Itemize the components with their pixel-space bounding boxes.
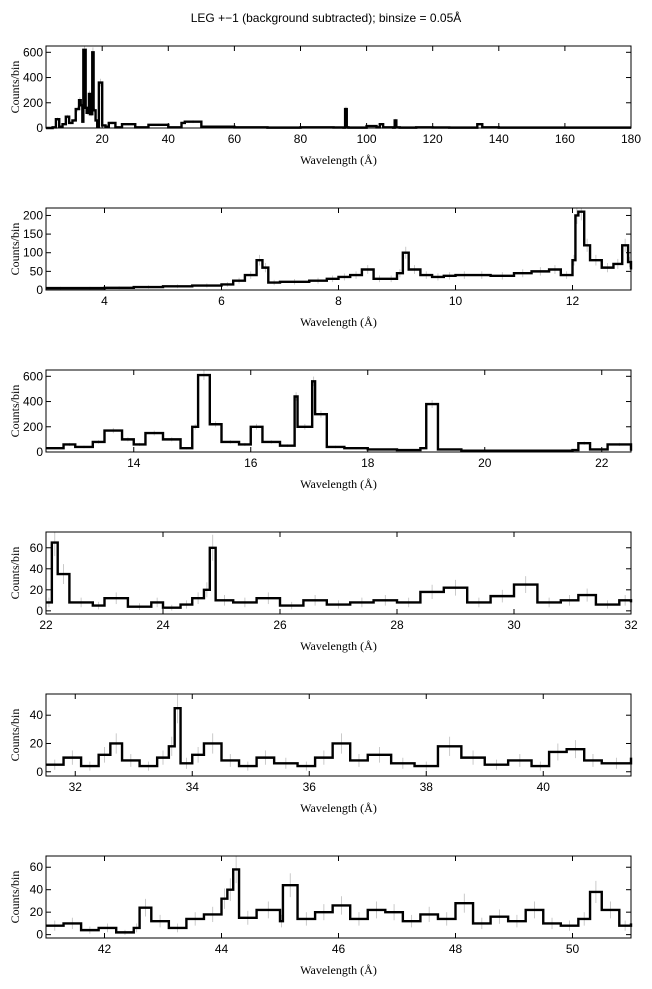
- x-tick-label: 80: [294, 132, 308, 146]
- x-tick-label: 12: [566, 294, 580, 308]
- x-tick-label: 28: [390, 618, 404, 632]
- y-tick-label: 0: [36, 928, 43, 942]
- panel-6: 42 44 46 48 50 0 20 40 60 Wavelength (Å) Counts/bi…: [8, 855, 633, 977]
- y-tick-label: 20: [30, 583, 44, 597]
- y-tick-label: 0: [36, 765, 43, 779]
- panel-2: 4 6 8 10 12 0 50 100 150 200 Wavelength (Å) Counts/…: [8, 207, 633, 329]
- y-tick-label: 40: [30, 708, 44, 722]
- y-tick-label: 100: [23, 246, 43, 260]
- y-tick-label: 200: [23, 420, 43, 434]
- y-axis-label: Counts/bin: [8, 871, 22, 924]
- plot-frame: [45, 45, 632, 129]
- spectrum-line: [46, 210, 633, 290]
- spectrum-line: [46, 868, 633, 934]
- y-tick-label: 50: [30, 264, 44, 278]
- x-tick-label: 38: [420, 780, 434, 794]
- x-tick-label: 44: [215, 942, 229, 956]
- y-axis-label: Counts/bin: [8, 61, 22, 114]
- spectrum-line: [46, 373, 633, 452]
- plot-frame: [45, 693, 632, 777]
- x-tick-label: 100: [357, 132, 377, 146]
- x-tick-label: 20: [478, 456, 492, 470]
- x-tick-label: 140: [489, 132, 509, 146]
- x-tick-label: 30: [507, 618, 521, 632]
- panel-4: 22 24 26 28 30 32 0 20 40 60 Wavelength (Å) Counts/…: [8, 531, 638, 653]
- x-tick-label: 10: [449, 294, 463, 308]
- y-tick-label: 400: [23, 71, 43, 85]
- y-tick-label: 0: [36, 121, 43, 135]
- x-tick-label: 18: [361, 456, 375, 470]
- plot-frame: [45, 855, 632, 939]
- x-tick-label: 4: [101, 294, 108, 308]
- y-tick-label: 400: [23, 395, 43, 409]
- y-tick-label: 150: [23, 227, 43, 241]
- x-tick-label: 32: [624, 618, 638, 632]
- y-axis-label: Counts/bin: [8, 385, 22, 438]
- panel-1: 20 40 60 80 100 120 140 160 180 0 200 400 600 Wavelen…: [8, 45, 641, 167]
- x-axis-label: Wavelength (Å): [300, 477, 377, 491]
- x-tick-label: 50: [566, 942, 580, 956]
- x-tick-label: 20: [96, 132, 110, 146]
- spectrum-line: [46, 48, 631, 130]
- y-tick-label: 20: [30, 905, 44, 919]
- x-tick-label: 8: [335, 294, 342, 308]
- x-axis-label: Wavelength (Å): [300, 639, 377, 653]
- y-tick-label: 600: [23, 369, 43, 383]
- x-tick-label: 14: [127, 456, 141, 470]
- x-tick-label: 22: [595, 456, 609, 470]
- x-tick-label: 48: [449, 942, 463, 956]
- spectrum-line: [46, 706, 633, 768]
- x-tick-label: 46: [332, 942, 346, 956]
- y-tick-label: 40: [30, 562, 44, 576]
- y-tick-label: 0: [36, 445, 43, 459]
- x-tick-label: 6: [218, 294, 225, 308]
- x-tick-label: 40: [537, 780, 551, 794]
- y-tick-label: 600: [23, 45, 43, 59]
- x-tick-label: 40: [162, 132, 176, 146]
- x-tick-label: 34: [186, 780, 200, 794]
- y-tick-label: 20: [30, 736, 44, 750]
- plot-frame: [45, 369, 632, 453]
- spectrum-line: [46, 541, 633, 609]
- y-axis-label: Counts/bin: [8, 709, 22, 762]
- x-tick-label: 16: [244, 456, 258, 470]
- x-axis-label: Wavelength (Å): [300, 153, 377, 167]
- y-tick-label: 200: [23, 96, 43, 110]
- y-axis-label: Counts/bin: [8, 223, 22, 276]
- x-axis-label: Wavelength (Å): [300, 315, 377, 329]
- x-tick-label: 160: [555, 132, 575, 146]
- panel-3: 14 16 18 20 22 0 200 400 600 Wavelength (Å) Counts…: [8, 369, 633, 491]
- x-axis-label: Wavelength (Å): [300, 801, 377, 815]
- plot-frame: [45, 531, 632, 615]
- x-tick-label: 24: [156, 618, 170, 632]
- x-tick-label: 36: [303, 780, 317, 794]
- x-axis-label: Wavelength (Å): [300, 963, 377, 977]
- y-tick-label: 60: [30, 860, 44, 874]
- y-tick-label: 0: [36, 283, 43, 297]
- x-tick-label: 120: [423, 132, 443, 146]
- y-tick-label: 0: [36, 604, 43, 618]
- y-tick-label: 200: [23, 208, 43, 222]
- x-tick-label: 180: [621, 132, 641, 146]
- y-tick-label: 40: [30, 883, 44, 897]
- figure-title: LEG +−1 (background subtracted); binsize…: [191, 10, 462, 25]
- x-tick-label: 60: [228, 132, 242, 146]
- panel-5: 32 34 36 38 40 0 20 40 Wavelength (Å) Counts/bin: [8, 693, 633, 815]
- y-tick-label: 60: [30, 541, 44, 555]
- y-axis-label: Counts/bin: [8, 547, 22, 600]
- x-tick-label: 42: [98, 942, 112, 956]
- x-tick-label: 22: [39, 618, 53, 632]
- x-tick-label: 26: [273, 618, 287, 632]
- x-tick-label: 32: [69, 780, 83, 794]
